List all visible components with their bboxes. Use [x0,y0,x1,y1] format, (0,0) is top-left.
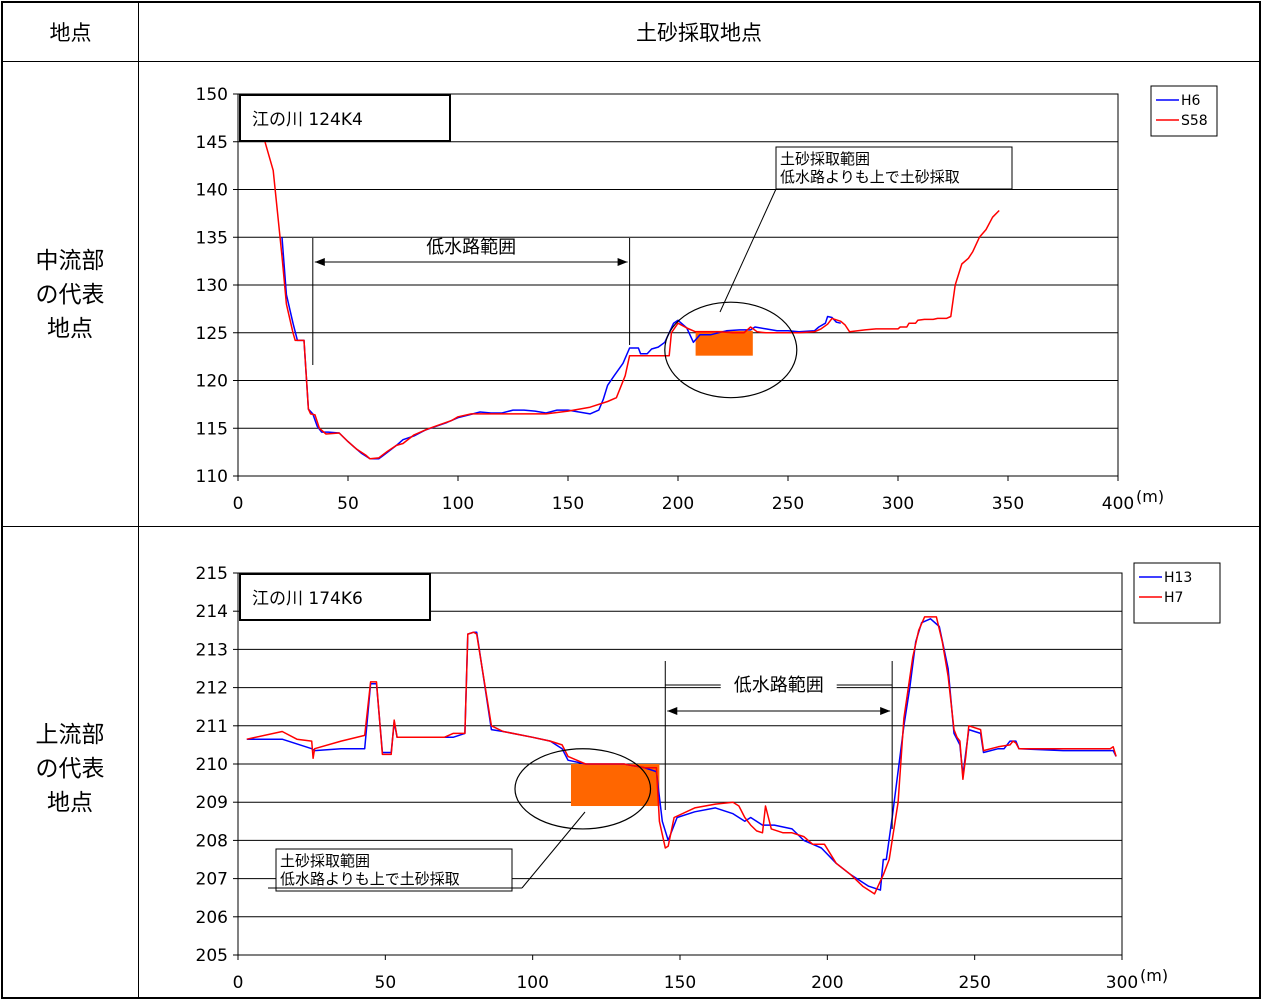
x-tick-label: 100 [442,494,474,514]
legend-label: H13 [1164,570,1192,586]
table-row-divider [1,526,1261,527]
excavation-ellipse [514,748,652,830]
range-arrowhead-left [314,258,325,266]
x-tick-label: 250 [958,973,990,993]
callout-text-line: 低水路よりも上で土砂採取 [280,870,460,888]
x-tick-label: 400 [1102,494,1134,514]
series-line-s58 [263,139,1000,460]
callout-box [775,146,1013,190]
range-label: 低水路範囲 [734,675,824,696]
callout-leader [719,188,777,313]
y-tick-label: 125 [196,324,228,344]
range-label: 低水路範囲 [426,237,516,258]
cross-section-chart-124k4: 110 115 120 125 130 135 140 145 150 0 50 100 150 200 2… [196,85,1218,514]
x-tick-label: 300 [1106,973,1138,993]
y-tick-label: 110 [196,467,228,487]
header-location: 地点 [49,21,92,45]
table-border-right [1259,1,1261,999]
y-tick-label: 208 [196,831,228,851]
row-label-upstream: 上流部 の代表 地点 [2,718,138,820]
header-sediment-site: 土砂採取地点 [636,21,762,45]
callout-text-line: 低水路よりも上で土砂採取 [780,168,960,186]
x-tick-label: 150 [664,973,696,993]
y-tick-label: 215 [196,564,228,584]
y-tick-label: 211 [196,717,228,737]
row-label-line: 地点 [47,790,93,816]
y-tick-label: 212 [196,679,228,699]
legend-box [1133,562,1221,624]
row-label-line: 中流部 [35,248,105,274]
excavation-area [570,764,660,807]
section-title: 江の川 174K6 [252,589,363,609]
series-line-h7 [246,616,1117,895]
row-label-line: 上流部 [35,722,105,748]
x-tick-label: 200 [662,494,694,514]
section-title-box [239,573,431,621]
table-column-divider [138,1,139,999]
callout-text-line: 土砂採取範囲 [780,150,870,168]
row-label-midstream: 中流部 の代表 地点 [2,244,138,346]
x-unit-label: (m) [1136,487,1164,506]
callout-box [275,848,513,892]
row-label-line: 地点 [47,316,93,342]
y-tick-label: 206 [196,908,228,928]
x-tick-label: 50 [337,494,359,514]
y-tick-label: 115 [196,419,228,439]
callout-leader [521,811,586,889]
legend-label: H6 [1181,93,1201,109]
y-tick-label: 214 [196,602,228,622]
y-tick-label: 145 [196,133,228,153]
range-arrowhead-right [880,707,891,715]
x-unit-label: (m) [1140,966,1168,985]
y-tick-label: 209 [196,793,228,813]
row-label-line: の代表 [35,282,105,308]
x-tick-label: 200 [811,973,843,993]
table-header-divider [1,61,1261,62]
y-tick-label: 120 [196,372,228,392]
section-title: 江の川 124K4 [252,110,363,130]
legend-label: S58 [1181,113,1208,129]
y-tick-label: 150 [196,85,228,105]
y-tick-label: 210 [196,755,228,775]
legend-label: H7 [1164,590,1183,606]
x-tick-label: 0 [233,973,244,993]
y-tick-label: 135 [196,228,228,248]
x-tick-label: 250 [772,494,804,514]
x-tick-label: 0 [233,494,244,514]
table-border-left [1,1,3,999]
y-tick-label: 207 [196,870,228,890]
excavation-ellipse [664,301,798,399]
range-arrowhead-right [617,258,628,266]
section-title-box [239,94,451,142]
row-label-line: の代表 [35,756,105,782]
x-tick-label: 300 [882,494,914,514]
table-border-bottom [1,997,1261,999]
y-tick-label: 140 [196,181,228,201]
range-label-bg [720,673,837,697]
y-tick-label: 130 [196,276,228,296]
y-tick-label: 213 [196,640,228,660]
cross-section-chart-174k6: 205 206 207 208 209 210 211 212 213 214 215 0 50 100 1… [196,562,1221,993]
x-tick-label: 100 [516,973,548,993]
x-tick-label: 50 [375,973,397,993]
x-tick-label: 350 [992,494,1024,514]
range-arrowhead-left [667,707,678,715]
y-tick-label: 205 [196,946,228,966]
legend-box [1150,85,1218,137]
x-tick-label: 150 [552,494,584,514]
callout-text-line: 土砂採取範囲 [280,852,370,870]
table-border-top [1,1,1261,3]
